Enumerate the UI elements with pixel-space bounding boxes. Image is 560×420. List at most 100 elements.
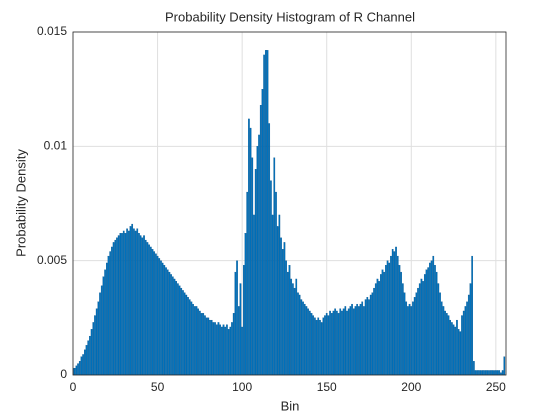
- bar: [139, 235, 142, 375]
- bar: [126, 228, 128, 375]
- bar: [271, 214, 274, 375]
- bar: [368, 299, 370, 375]
- bar: [112, 242, 115, 375]
- bar: [266, 50, 269, 375]
- bar: [401, 283, 404, 375]
- bar: [341, 310, 343, 375]
- bar: [415, 292, 418, 375]
- bar: [327, 315, 330, 375]
- bar: [391, 249, 394, 375]
- bar: [314, 317, 316, 375]
- bar: [171, 276, 174, 375]
- x-tick-label: 150: [317, 380, 337, 394]
- bar: [476, 370, 479, 375]
- bar: [144, 239, 147, 375]
- bar: [224, 326, 227, 375]
- bar: [219, 324, 221, 375]
- bar: [454, 326, 457, 375]
- bar: [491, 370, 494, 375]
- bar: [161, 262, 164, 375]
- bar: [207, 317, 210, 375]
- bar: [440, 301, 443, 375]
- bar: [246, 191, 249, 375]
- bar: [268, 123, 271, 375]
- bar: [342, 308, 345, 375]
- bar: [452, 324, 455, 375]
- bar: [376, 278, 379, 375]
- bar: [435, 271, 438, 375]
- bar: [336, 310, 338, 375]
- bar: [124, 233, 127, 375]
- bar: [281, 249, 284, 375]
- bar: [129, 226, 132, 375]
- bar: [496, 370, 499, 375]
- bar: [315, 319, 318, 375]
- bar: [259, 105, 262, 375]
- bar: [297, 292, 299, 375]
- bar: [457, 329, 460, 375]
- bar: [451, 322, 453, 375]
- bar: [479, 370, 482, 375]
- bar: [462, 310, 465, 375]
- bar: [204, 315, 206, 375]
- bar: [398, 265, 401, 375]
- axes-box: [72, 31, 507, 376]
- bar: [385, 265, 387, 375]
- bar: [407, 306, 409, 375]
- bar: [498, 370, 501, 375]
- bar: [190, 301, 193, 375]
- bar: [356, 303, 358, 375]
- bar: [405, 301, 408, 375]
- bar: [349, 306, 352, 375]
- x-tick-label: 0: [70, 380, 77, 394]
- bar: [92, 322, 95, 375]
- bar: [351, 303, 353, 375]
- bar: [182, 290, 184, 375]
- bar: [305, 306, 308, 375]
- bar: [378, 281, 380, 375]
- bar: [395, 246, 397, 375]
- bar: [87, 340, 90, 375]
- bar: [215, 324, 218, 375]
- bar: [165, 267, 167, 375]
- bar: [158, 258, 161, 375]
- x-axis-label: Bin: [281, 398, 300, 413]
- bar: [359, 303, 362, 375]
- bar: [202, 313, 205, 375]
- bar: [155, 253, 157, 375]
- bar: [77, 363, 79, 375]
- bar: [78, 361, 81, 375]
- bar: [170, 274, 172, 375]
- bar: [292, 283, 294, 375]
- bar: [109, 251, 112, 375]
- bar: [358, 306, 360, 375]
- bar: [464, 306, 467, 375]
- bar: [429, 262, 431, 375]
- bar: [422, 281, 424, 375]
- bar: [188, 299, 191, 375]
- bar: [352, 308, 355, 375]
- bar: [183, 292, 186, 375]
- bar: [445, 313, 448, 375]
- bar: [366, 297, 369, 375]
- bar: [474, 370, 477, 375]
- bar: [264, 50, 267, 375]
- bar: [456, 319, 458, 375]
- bar: [251, 157, 254, 375]
- bar: [298, 294, 301, 375]
- bar: [425, 269, 428, 375]
- bar: [133, 228, 135, 375]
- x-tick-label: 100: [232, 380, 252, 394]
- bar: [94, 315, 96, 375]
- bar: [227, 329, 230, 375]
- bar: [85, 345, 88, 375]
- bar: [116, 237, 118, 375]
- bar: [263, 54, 265, 375]
- bar: [471, 255, 473, 375]
- bar: [295, 278, 298, 375]
- bar: [187, 297, 189, 375]
- bar: [100, 285, 103, 375]
- bar: [403, 292, 406, 375]
- bar: [288, 265, 291, 375]
